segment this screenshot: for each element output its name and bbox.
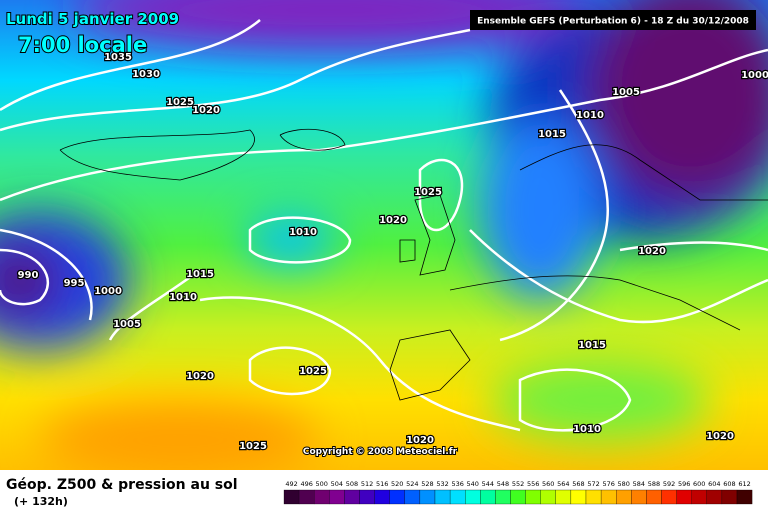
isobar-label: 1025	[166, 97, 194, 108]
colorbar-label: 500	[316, 480, 328, 488]
colorbar-label: 552	[512, 480, 524, 488]
colorbar-label: 524	[406, 480, 418, 488]
colorbar-label: 576	[602, 480, 614, 488]
isobar-label: 1015	[186, 269, 214, 280]
isobar-label: 1020	[379, 215, 407, 226]
isobar-label: 1030	[132, 69, 160, 80]
isobar-label: 1000	[94, 286, 122, 297]
colorbar-label: 532	[436, 480, 448, 488]
colorbar-swatch	[480, 489, 496, 505]
colorbar-swatch	[616, 489, 632, 505]
colorbar-label: 568	[572, 480, 584, 488]
colorbar-swatch	[374, 489, 390, 505]
colorbar-swatch	[314, 489, 330, 505]
colorbar-label: 600	[693, 480, 705, 488]
colorbar-label: 512	[361, 480, 373, 488]
isobar-label: 1000	[741, 70, 768, 81]
colorbar-label: 520	[391, 480, 403, 488]
isobar-label: 1005	[113, 319, 141, 330]
isobar-label: 990	[18, 270, 39, 281]
isobar-label: 1010	[576, 110, 604, 121]
colorbar-label: 560	[542, 480, 554, 488]
colorbar-swatch	[419, 489, 436, 505]
colorbar-swatch	[495, 489, 511, 505]
coastlines	[59, 128, 768, 401]
colorbar-swatch	[389, 489, 405, 505]
colorbar-swatch	[736, 489, 753, 505]
colorbar-swatch	[540, 489, 556, 505]
colorbar-label: 508	[346, 480, 358, 488]
isobar-label: 1025	[414, 187, 442, 198]
colorbar-label: 504	[331, 480, 343, 488]
colorbar-label: 536	[451, 480, 463, 488]
isobar-label: 1020	[192, 105, 220, 116]
colorbar-label: 596	[678, 480, 690, 488]
isobar-label: 1020	[638, 246, 666, 257]
model-box	[470, 10, 756, 30]
isobar-label: 1015	[578, 340, 606, 351]
colorbar-swatch	[344, 489, 360, 505]
colorbar-swatch	[359, 489, 375, 505]
isobar-label: 1020	[406, 435, 434, 446]
isobar-label: 1035	[104, 52, 132, 63]
isobar-label: 1010	[289, 227, 317, 238]
colorbar-label: 608	[723, 480, 735, 488]
isobar-label: 995	[64, 278, 85, 289]
colorbar-swatch	[600, 489, 617, 505]
model-label: Ensemble GEFS (Perturbation 6) - 18 Z du…	[477, 17, 749, 27]
colorbar-label: 572	[587, 480, 599, 488]
colorbar-swatch	[510, 489, 526, 505]
colorbar-swatch	[434, 489, 451, 505]
footer-lead: (+ 132h)	[14, 495, 68, 508]
colorbar-label: 588	[648, 480, 660, 488]
colorbar-swatch	[691, 489, 707, 505]
colorbar-swatch	[329, 489, 345, 505]
colorbar-label: 584	[633, 480, 645, 488]
footer-title: Géop. Z500 & pression au sol	[6, 477, 238, 493]
colorbar-swatch	[404, 489, 421, 505]
colorbar-swatch	[706, 489, 723, 505]
colorbar-label: 540	[467, 480, 479, 488]
isobar-label: 1005	[612, 87, 640, 98]
colorbar-swatch	[646, 489, 662, 505]
isobar-label: 1010	[169, 292, 197, 303]
isobars	[0, 19, 768, 432]
colorbar-label: 496	[300, 480, 312, 488]
isobar-label: 1010	[573, 424, 601, 435]
colorbar-label: 592	[663, 480, 675, 488]
colorbar-swatch	[449, 489, 466, 505]
isobar-label: 1015	[538, 129, 566, 140]
colorbar-label: 612	[738, 480, 750, 488]
isobar-label: 1025	[239, 441, 267, 452]
colorbar-swatch	[585, 489, 602, 505]
colorbar-swatch	[631, 489, 647, 505]
colorbar-swatch	[570, 489, 587, 505]
colorbar-label: 492	[285, 480, 297, 488]
colorbar-label: 528	[421, 480, 433, 488]
colorbar-label: 564	[557, 480, 569, 488]
colorbar-swatch	[298, 489, 315, 505]
colorbar-swatch	[661, 489, 677, 505]
colorbar-label: 516	[376, 480, 388, 488]
isobar-label: 1025	[299, 366, 327, 377]
date-title: Lundi 5 janvier 2009	[6, 10, 179, 28]
colorbar-label: 556	[527, 480, 539, 488]
colorbar-label: 548	[497, 480, 509, 488]
colorbar-label: 544	[482, 480, 494, 488]
colorbar-label: 604	[708, 480, 720, 488]
field-shading	[0, 0, 768, 480]
colorbar-swatch	[676, 489, 692, 505]
isobar-label: 1020	[706, 431, 734, 442]
colorbar-swatch	[555, 489, 572, 505]
colorbar-swatch	[283, 489, 300, 505]
colorbar-swatch	[721, 489, 738, 505]
copyright: Copyright © 2008 Meteociel.fr	[303, 447, 458, 457]
colorbar-swatch	[465, 489, 481, 505]
time-title: 7:00 locale	[18, 33, 147, 57]
isobar-label: 1020	[186, 371, 214, 382]
colorbar-label: 580	[618, 480, 630, 488]
colorbar-swatch	[525, 489, 541, 505]
